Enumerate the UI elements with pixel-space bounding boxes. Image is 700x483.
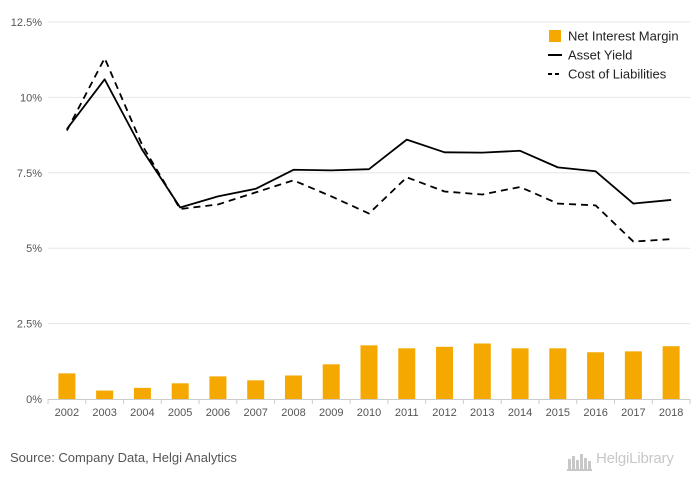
x-tick-label: 2007: [243, 407, 267, 419]
y-tick-label: 0%: [26, 394, 42, 406]
x-tick-label: 2002: [55, 407, 79, 419]
x-tick-label: 2006: [206, 407, 230, 419]
bar-net-interest-margin: [247, 380, 265, 399]
y-tick-label: 7.5%: [17, 168, 42, 180]
legend-label-net-interest-margin: Net Interest Margin: [568, 29, 679, 44]
bar-net-interest-margin: [473, 343, 491, 399]
x-tick-label: 2005: [168, 407, 192, 419]
bar-net-interest-margin: [133, 387, 151, 399]
brand-wordmark: HelgiLibrary: [596, 450, 674, 467]
bar-net-interest-margin: [171, 383, 189, 399]
y-axis-ticks: 0% 2.5% 5% 7.5% 10% 12.5%: [11, 17, 42, 406]
grid-layer: [48, 21, 690, 400]
x-tick-label: 2012: [432, 407, 456, 419]
bar-net-interest-margin: [96, 390, 114, 399]
helgi-library-logo: HelgiLibrary: [567, 450, 692, 471]
x-tick-label: 2011: [395, 407, 419, 419]
legend-swatch-net-interest-margin: [549, 30, 561, 42]
y-tick-label: 2.5%: [17, 319, 42, 331]
x-tick-label: 2008: [281, 407, 305, 419]
y-tick-label: 12.5%: [11, 17, 42, 29]
bar-series: [58, 343, 680, 399]
x-tick-label: 2004: [130, 407, 154, 419]
x-tick-label: 2016: [583, 407, 607, 419]
bar-net-interest-margin: [360, 345, 378, 399]
x-tick-label: 2010: [357, 407, 381, 419]
bar-net-interest-margin: [398, 348, 416, 399]
legend-label-asset-yield: Asset Yield: [568, 48, 632, 63]
x-tick-label: 2014: [508, 407, 532, 419]
x-tick-label: 2003: [92, 407, 116, 419]
bar-net-interest-margin: [587, 352, 605, 399]
y-tick-label: 10%: [20, 92, 42, 104]
line-cost-of-liabilities: [66, 57, 672, 243]
x-tick-label: 2017: [621, 407, 645, 419]
bar-net-interest-margin: [662, 346, 680, 399]
y-tick-label: 5%: [26, 243, 42, 255]
legend: Net Interest Margin Asset Yield Cost of Li…: [548, 29, 679, 82]
bar-net-interest-margin: [436, 346, 454, 399]
bar-net-interest-margin: [322, 364, 340, 399]
x-tick-label: 2015: [546, 407, 570, 419]
line-series: [66, 57, 672, 243]
bar-net-interest-margin: [549, 348, 567, 399]
bar-net-interest-margin: [209, 376, 227, 399]
bar-net-interest-margin: [624, 351, 642, 399]
x-tick-label: 2013: [470, 407, 494, 419]
legend-label-cost-of-liabilities: Cost of Liabilities: [568, 67, 667, 82]
bookshelf-icon: [567, 454, 592, 471]
line-asset-yield: [66, 78, 672, 209]
x-tick-label: 2009: [319, 407, 343, 419]
source-note: Source: Company Data, Helgi Analytics: [10, 450, 237, 465]
x-tick-label: 2018: [659, 407, 683, 419]
bar-net-interest-margin: [284, 375, 302, 399]
bar-net-interest-margin: [511, 348, 529, 399]
bar-net-interest-margin: [58, 373, 76, 399]
x-axis-ticks: 2002 2003 2004 2005 2006 2007 2008 2009 2010 2011…: [47, 399, 691, 419]
